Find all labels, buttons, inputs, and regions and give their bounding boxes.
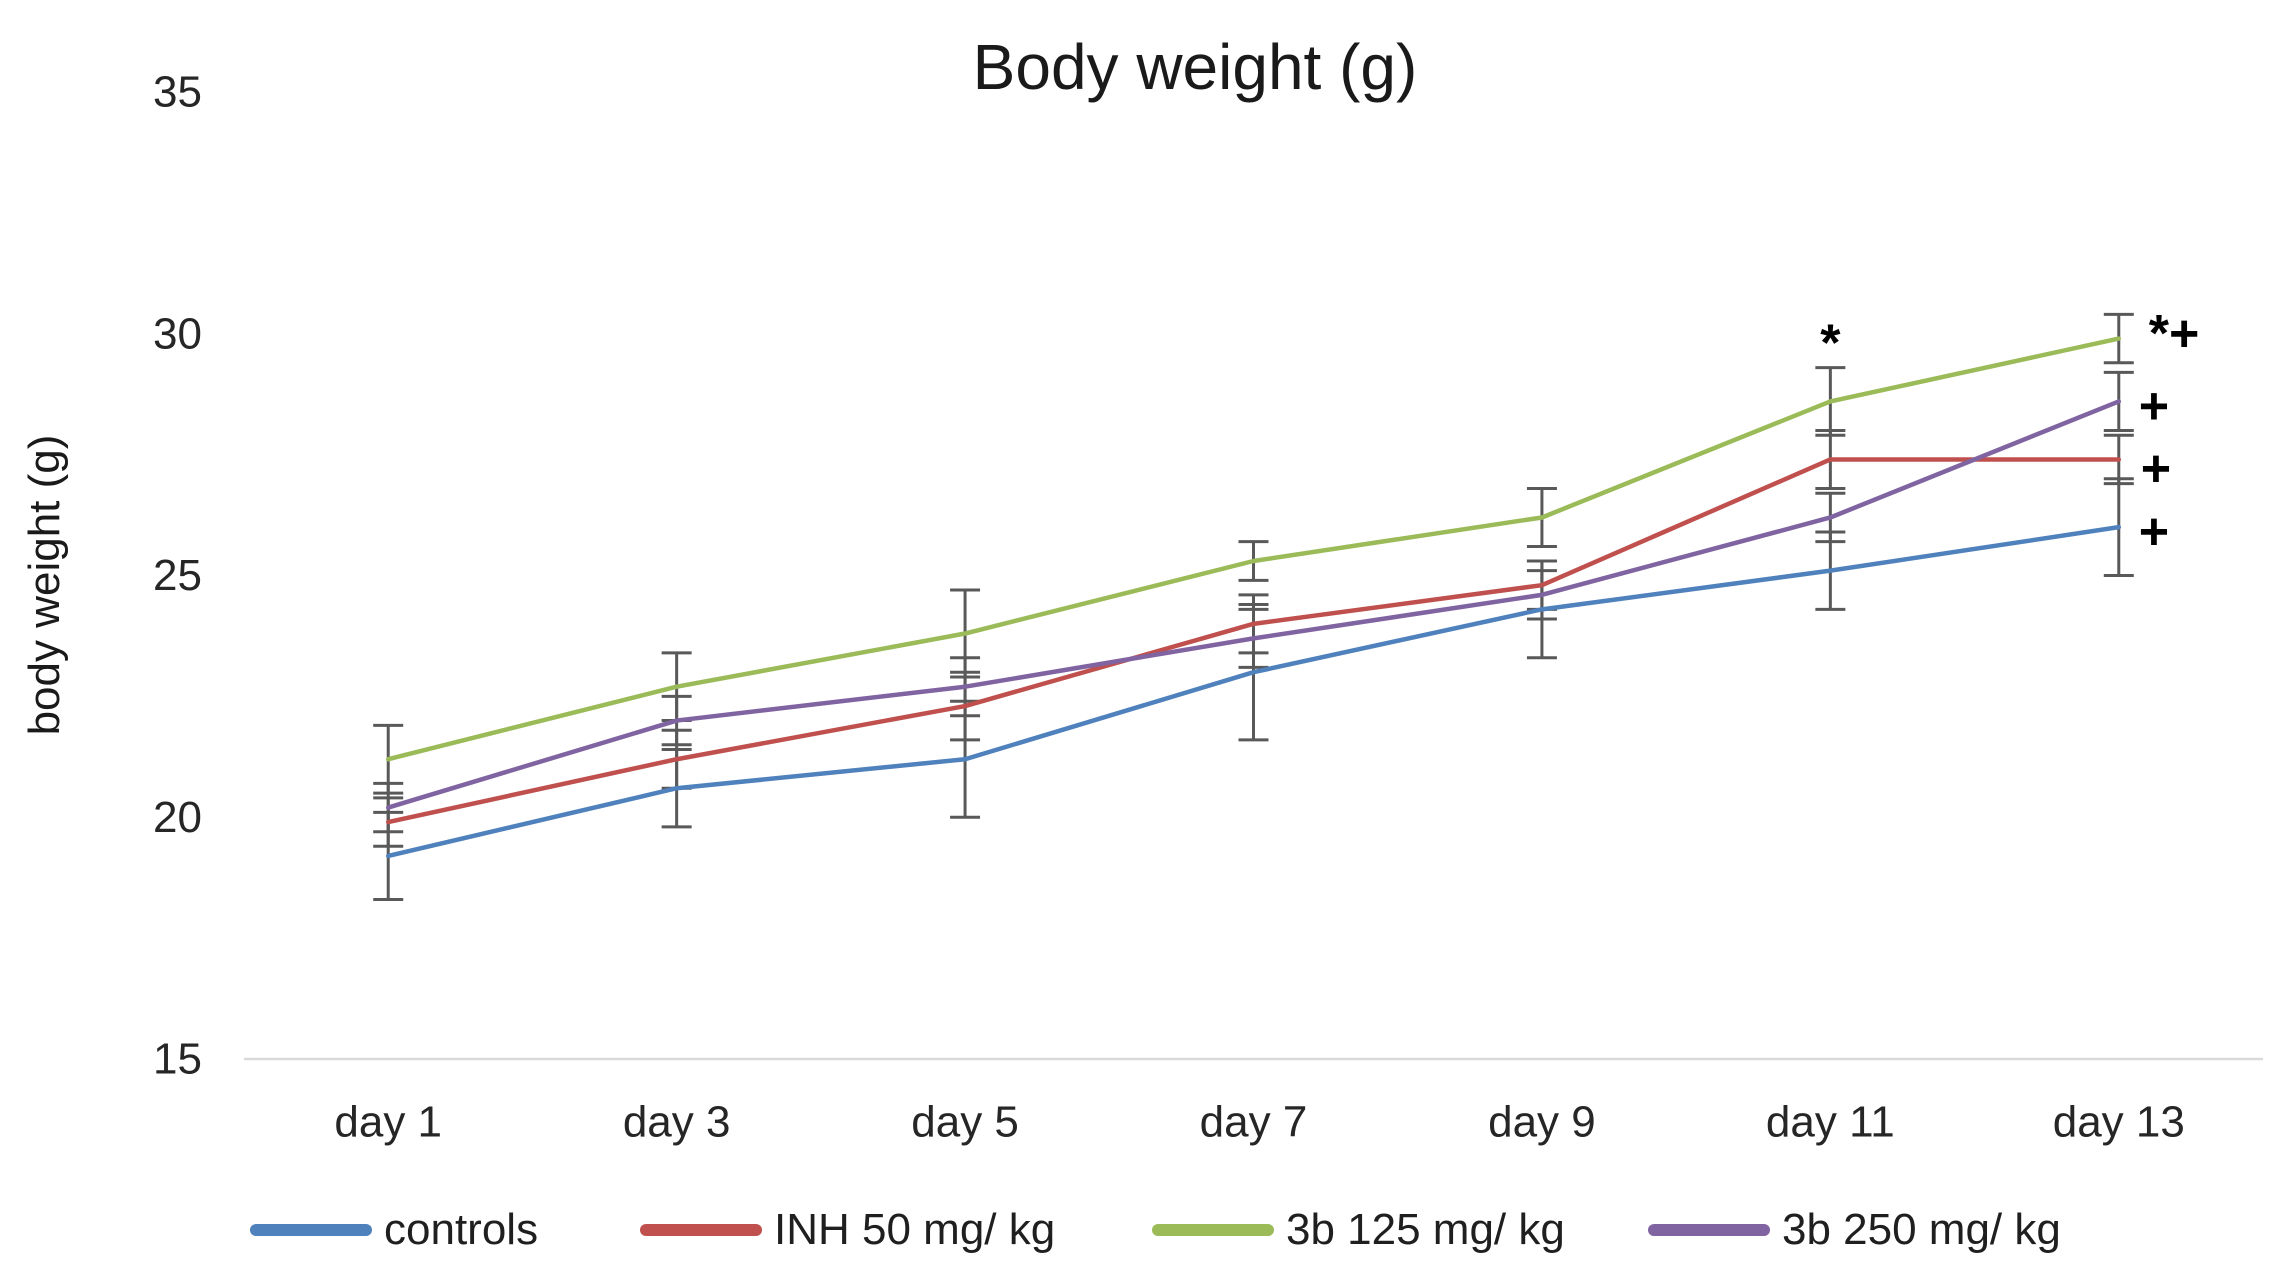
x-tick-label: day 1 bbox=[334, 1098, 442, 1147]
series-line-inh-50-mg-kg bbox=[385, 457, 2122, 825]
x-tick-label: day 9 bbox=[1488, 1098, 1596, 1147]
annotation-marker: * bbox=[1820, 314, 1841, 372]
legend-label: controls bbox=[384, 1205, 539, 1254]
legend-item-3b-125-mg-kg: 3b 125 mg/ kg bbox=[1152, 1204, 1565, 1256]
y-tick-label: 30 bbox=[153, 309, 202, 358]
y-tick-label: 35 bbox=[153, 68, 202, 117]
chart-title: Body weight (g) bbox=[972, 31, 1418, 103]
legend-item-inh-50-mg-kg: INH 50 mg/ kg bbox=[640, 1204, 1055, 1256]
y-tick-label: 20 bbox=[153, 793, 202, 842]
annotation-marker: + bbox=[2139, 503, 2169, 561]
legend-swatch-3b-250-mg-kg bbox=[1648, 1224, 1770, 1236]
x-tick-label: day 3 bbox=[623, 1098, 731, 1147]
series-line-3b-250-mg-kg bbox=[385, 399, 2122, 810]
x-tick-label: day 13 bbox=[2053, 1098, 2185, 1147]
series-line-3b-125-mg-kg bbox=[385, 336, 2122, 762]
legend-item-controls: controls bbox=[250, 1204, 538, 1256]
x-tick-label: day 7 bbox=[1200, 1098, 1308, 1147]
x-tick-label: day 5 bbox=[911, 1098, 1019, 1147]
x-tick-label: day 11 bbox=[1766, 1098, 1895, 1147]
legend-label: 3b 250 mg/ kg bbox=[1782, 1205, 2061, 1254]
legend-swatch-controls bbox=[250, 1224, 372, 1236]
series-line-controls bbox=[385, 524, 2122, 859]
legend: controls INH 50 mg/ kg 3b 125 mg/ kg 3b … bbox=[0, 1204, 2293, 1256]
y-tick-label: 15 bbox=[153, 1035, 202, 1084]
y-tick-label: 25 bbox=[153, 551, 202, 600]
legend-swatch-3b-125-mg-kg bbox=[1152, 1224, 1274, 1236]
legend-swatch-inh-50-mg-kg bbox=[640, 1224, 762, 1236]
annotation-marker: + bbox=[2141, 440, 2171, 498]
annotation-marker: + bbox=[2139, 377, 2169, 435]
legend-label: 3b 125 mg/ kg bbox=[1286, 1205, 1565, 1254]
legend-label: INH 50 mg/ kg bbox=[774, 1205, 1056, 1254]
annotation-marker: *+ bbox=[2149, 305, 2200, 363]
legend-item-3b-250-mg-kg: 3b 250 mg/ kg bbox=[1648, 1204, 2061, 1256]
